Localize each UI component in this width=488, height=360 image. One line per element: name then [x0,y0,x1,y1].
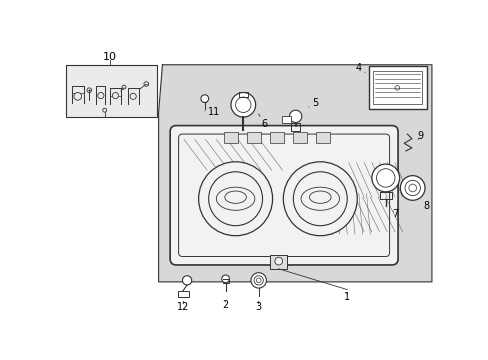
Circle shape [230,93,255,117]
FancyBboxPatch shape [170,126,397,265]
Bar [293,132,306,143]
Circle shape [208,172,262,226]
Circle shape [112,93,118,99]
Circle shape [182,276,191,285]
Bar [246,132,261,143]
Bar [368,66,426,109]
Circle shape [98,93,104,99]
Text: 11: 11 [204,108,220,117]
Circle shape [250,273,266,288]
Bar [270,132,284,143]
Text: 6: 6 [258,114,267,129]
Bar [224,132,238,143]
Polygon shape [158,65,431,282]
Circle shape [201,95,208,103]
Circle shape [289,110,301,122]
Circle shape [221,275,229,283]
Circle shape [371,164,399,192]
Bar [178,291,188,297]
Circle shape [283,162,357,236]
Text: 4: 4 [355,63,364,73]
Circle shape [74,93,81,100]
Text: 12: 12 [177,301,189,311]
Text: 5: 5 [308,98,317,108]
Bar [316,132,329,143]
Circle shape [198,162,272,236]
Circle shape [293,172,346,226]
Circle shape [400,176,424,200]
Circle shape [274,257,282,265]
Text: 7: 7 [391,209,397,219]
Bar [281,116,290,122]
Text: 8: 8 [423,202,429,211]
Text: 10: 10 [103,52,117,62]
Bar [66,65,157,117]
Circle shape [130,93,136,99]
Text: 9: 9 [416,131,423,141]
Text: 1: 1 [344,292,349,302]
Text: 3: 3 [255,301,261,311]
Bar [270,255,286,269]
Text: 2: 2 [222,300,228,310]
Bar [373,71,421,104]
